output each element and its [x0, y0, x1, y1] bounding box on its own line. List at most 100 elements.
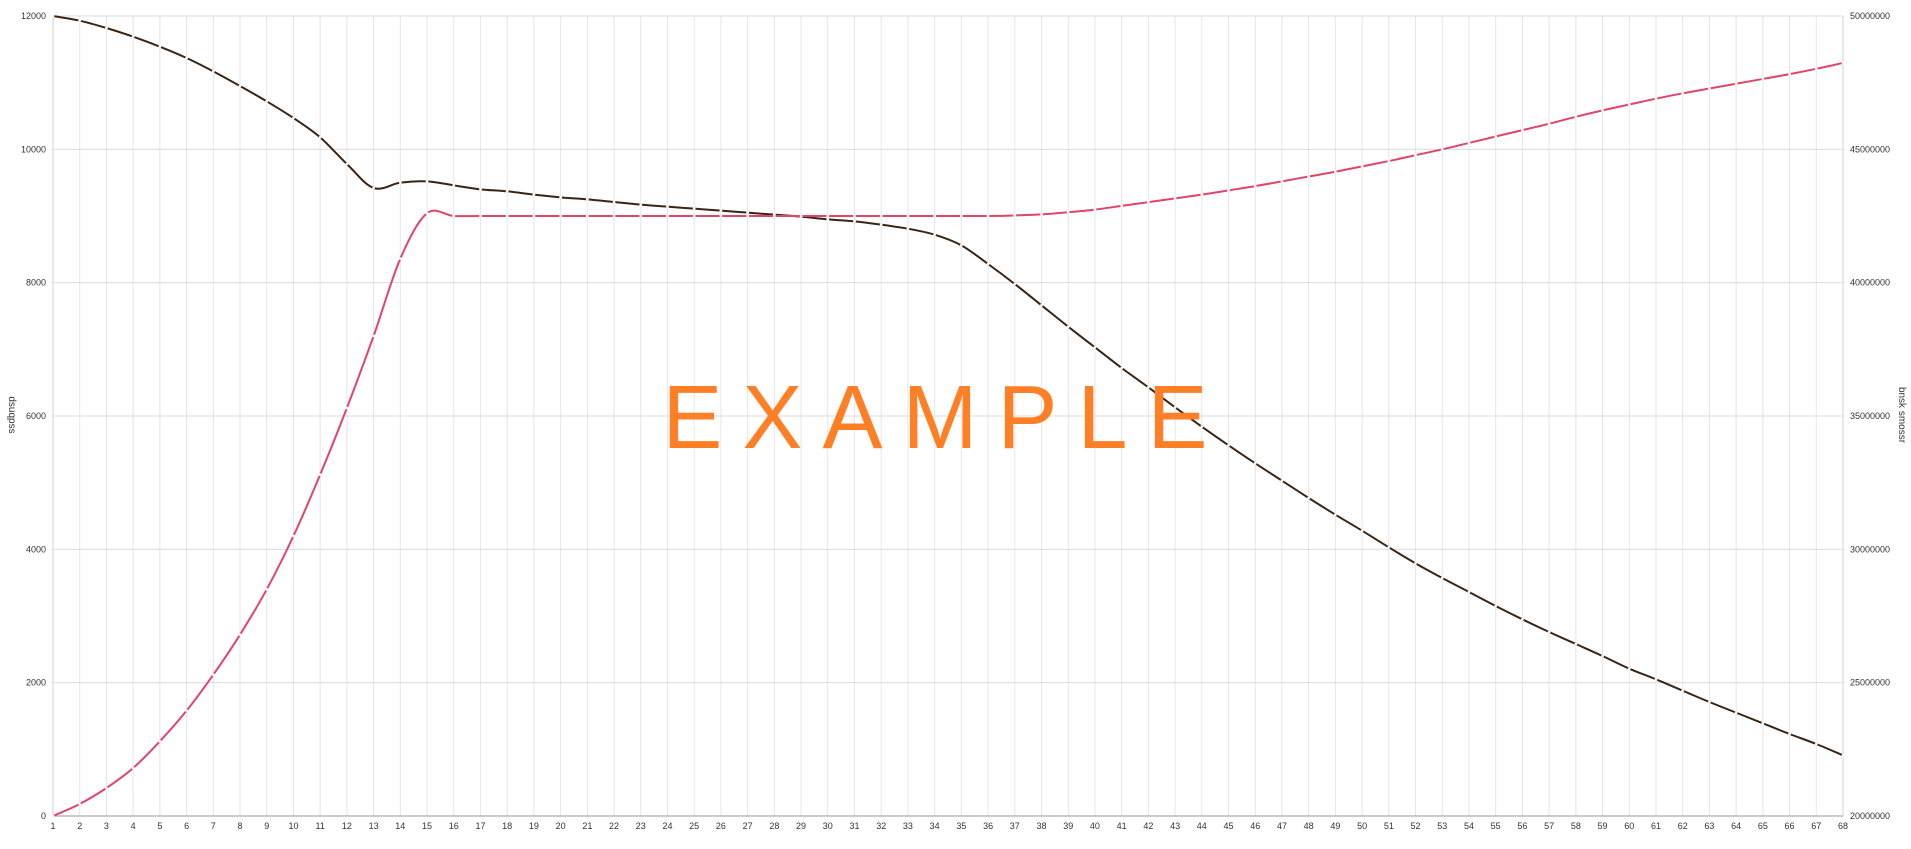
x-tick-label: 12: [342, 821, 352, 831]
x-tick-label: 58: [1571, 821, 1581, 831]
right-axis-series-point: [639, 214, 643, 218]
x-tick-label: 18: [502, 821, 512, 831]
x-tick-label: 66: [1785, 821, 1795, 831]
x-tick-label: 23: [636, 821, 646, 831]
x-tick-label: 61: [1651, 821, 1661, 831]
left-axis-series-point: [585, 197, 589, 201]
right-axis-series-point: [933, 214, 937, 218]
right-axis-series-point: [772, 214, 776, 218]
tick-labels: 1 2 3 4 5 6 7 8 9 10 11 12 13 14 15 16 17 18 19 20 21 22 23 24 2…: [21, 11, 1890, 831]
right-axis-series-point: [1173, 197, 1177, 200]
x-tick-label: 26: [716, 821, 726, 831]
left-axis-series-point: [318, 135, 322, 139]
right-axis-series-point: [372, 334, 375, 338]
right-axis-series-point: [1494, 135, 1498, 138]
right-axis-series-point: [612, 214, 616, 218]
right-axis-series-point: [1120, 204, 1124, 208]
right-axis-series-point: [265, 587, 269, 591]
x-tick-label: 17: [475, 821, 485, 831]
left-axis-series-point: [1200, 425, 1204, 429]
left-axis-series-point: [505, 189, 509, 193]
left-axis-series-point: [452, 183, 456, 187]
x-tick-label: 28: [769, 821, 779, 831]
x-tick-label: 20: [556, 821, 566, 831]
right-axis-series-point: [425, 211, 429, 215]
right-axis-series-point: [505, 214, 509, 218]
x-tick-label: 52: [1411, 821, 1421, 831]
right-axis-series-point: [1601, 109, 1604, 112]
x-tick-label: 68: [1838, 821, 1848, 831]
x-tick-label: 56: [1517, 821, 1527, 831]
left-axis-series-point: [1040, 303, 1043, 307]
x-tick-label: 42: [1143, 821, 1153, 831]
right-axis-series-point: [1146, 200, 1150, 204]
x-tick-label: 30: [823, 821, 833, 831]
y-right-tick-label: 40000000: [1850, 278, 1890, 288]
left-axis-series-point: [1414, 561, 1417, 565]
x-tick-label: 15: [422, 821, 432, 831]
x-tick-label: 2: [77, 821, 82, 831]
left-axis-series-point: [666, 205, 669, 209]
right-axis-series-point: [879, 214, 883, 218]
left-axis-series-point: [692, 207, 696, 211]
left-axis-series-point: [1627, 667, 1631, 671]
left-axis-series-point: [372, 186, 375, 190]
left-axis-series-point: [51, 14, 55, 18]
left-axis-series-point: [158, 45, 162, 49]
left-axis-series-point: [185, 56, 188, 60]
left-axis-series-point: [1093, 345, 1097, 349]
x-tick-label: 6: [184, 821, 189, 831]
x-tick-label: 1: [50, 821, 55, 831]
left-axis-series-point: [612, 200, 616, 204]
right-axis-series-point: [158, 739, 162, 743]
x-tick-label: 53: [1437, 821, 1447, 831]
x-tick-label: 62: [1678, 821, 1688, 831]
right-axis-series-point: [1333, 170, 1337, 174]
right-axis-series-point: [1814, 67, 1818, 71]
left-axis-series-point: [1654, 677, 1658, 681]
x-tick-label: 63: [1704, 821, 1714, 831]
x-tick-label: 64: [1731, 821, 1741, 831]
x-tick-label: 55: [1491, 821, 1501, 831]
right-axis-series-point: [398, 257, 402, 261]
x-tick-label: 25: [689, 821, 699, 831]
x-tick-label: 67: [1811, 821, 1821, 831]
right-axis-series-point: [1307, 175, 1311, 178]
right-axis-series-point: [1440, 147, 1444, 151]
right-axis-series-point: [1280, 179, 1284, 183]
y-right-tick-label: 20000000: [1850, 811, 1890, 821]
left-axis-series-point: [1173, 405, 1177, 409]
left-axis-series-point: [1360, 529, 1364, 533]
right-axis-series-point: [585, 214, 589, 218]
y-left-tick-label: 10000: [21, 144, 46, 154]
x-tick-label: 54: [1464, 821, 1474, 831]
y-right-tick-label: 25000000: [1850, 678, 1890, 688]
right-axis-series-point: [1467, 141, 1471, 145]
left-axis-series-point: [719, 209, 723, 213]
right-axis-series-point: [1040, 213, 1043, 216]
right-axis-series-point: [1521, 128, 1524, 132]
right-axis-series-point: [1200, 193, 1204, 197]
left-axis-series-point: [1521, 617, 1524, 621]
right-axis-series-point: [559, 214, 563, 218]
left-axis-series-point: [559, 195, 563, 199]
left-axis-series-point: [425, 179, 429, 183]
x-tick-label: 9: [264, 821, 269, 831]
left-axis-series-point: [1814, 742, 1818, 746]
x-tick-label: 32: [876, 821, 886, 831]
right-axis-series-point: [1761, 77, 1765, 81]
left-axis-series-point: [933, 233, 937, 237]
right-axis-series-point: [692, 214, 696, 218]
right-axis-series-point: [1253, 184, 1257, 188]
left-axis-series-point: [532, 193, 536, 197]
left-axis-series-point: [238, 84, 242, 88]
left-axis-series-point: [986, 262, 990, 266]
right-axis-series-point: [51, 814, 55, 818]
x-tick-label: 43: [1170, 821, 1180, 831]
left-axis-series-point: [826, 217, 830, 221]
right-axis-series-point: [719, 214, 723, 218]
left-axis-series-point: [959, 243, 963, 247]
right-axis-series-point: [1360, 165, 1364, 168]
